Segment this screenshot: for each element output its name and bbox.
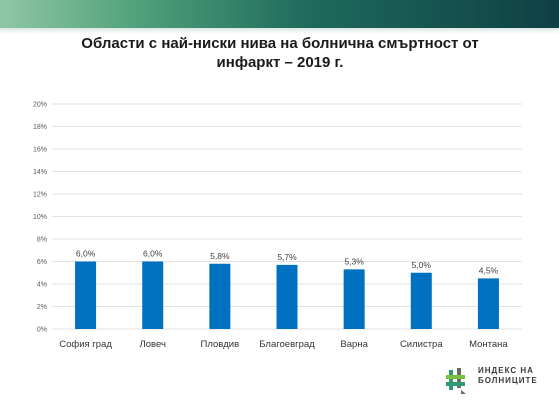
chart-title: Области с най-ниски нива на болнична смъ…	[81, 35, 479, 71]
data-label: 5,7%	[277, 252, 297, 262]
category-label: Благоевград	[259, 339, 315, 350]
y-tick-label: 14%	[33, 169, 47, 176]
bar	[343, 269, 365, 329]
y-tick-label: 4%	[37, 282, 47, 289]
y-tick-label: 20%	[33, 102, 47, 109]
category-label: Пловдив	[201, 339, 240, 350]
category-label: Монтана	[469, 339, 508, 350]
logo-text: ИНДЕКС НА БОЛНИЦИТЕ	[478, 366, 538, 385]
y-tick-label: 10%	[33, 214, 47, 221]
bar	[410, 272, 432, 329]
data-label: 5,3%	[344, 256, 364, 266]
data-label: 6,0%	[76, 249, 96, 259]
data-label: 5,0%	[412, 260, 432, 270]
y-tick-label: 8%	[37, 237, 47, 244]
data-label: 4,5%	[479, 265, 499, 275]
y-tick-label: 18%	[33, 124, 47, 131]
bar	[142, 261, 164, 329]
category-label: София град	[59, 339, 112, 350]
y-tick-label: 16%	[33, 147, 47, 154]
hash-cross-icon	[446, 368, 466, 394]
data-label: 6,0%	[143, 249, 163, 259]
bar	[209, 263, 231, 329]
top-banner	[0, 0, 559, 34]
category-label: Силистра	[400, 339, 443, 350]
y-tick-label: 0%	[37, 327, 47, 334]
y-tick-label: 2%	[37, 304, 47, 311]
y-tick-label: 6%	[37, 259, 47, 266]
logo-icon	[446, 368, 466, 394]
bar	[276, 264, 298, 329]
bar	[75, 261, 97, 329]
bars	[75, 261, 499, 329]
data-labels: 6,0% 6,0% 5,8% 5,7% 5,3% 5,0% 4,5%	[76, 249, 499, 276]
y-tick-label: 12%	[33, 192, 47, 199]
y-axis-ticks: 0% 2% 4% 6% 8% 10% 12% 14% 16% 18% 20%	[33, 102, 47, 334]
category-labels: София град Ловеч Пловдив Благоевград Варна Си…	[59, 339, 508, 350]
category-label: Ловеч	[140, 339, 166, 350]
category-label: Варна	[340, 339, 368, 350]
data-label: 5,8%	[210, 251, 230, 261]
bar	[477, 278, 499, 329]
